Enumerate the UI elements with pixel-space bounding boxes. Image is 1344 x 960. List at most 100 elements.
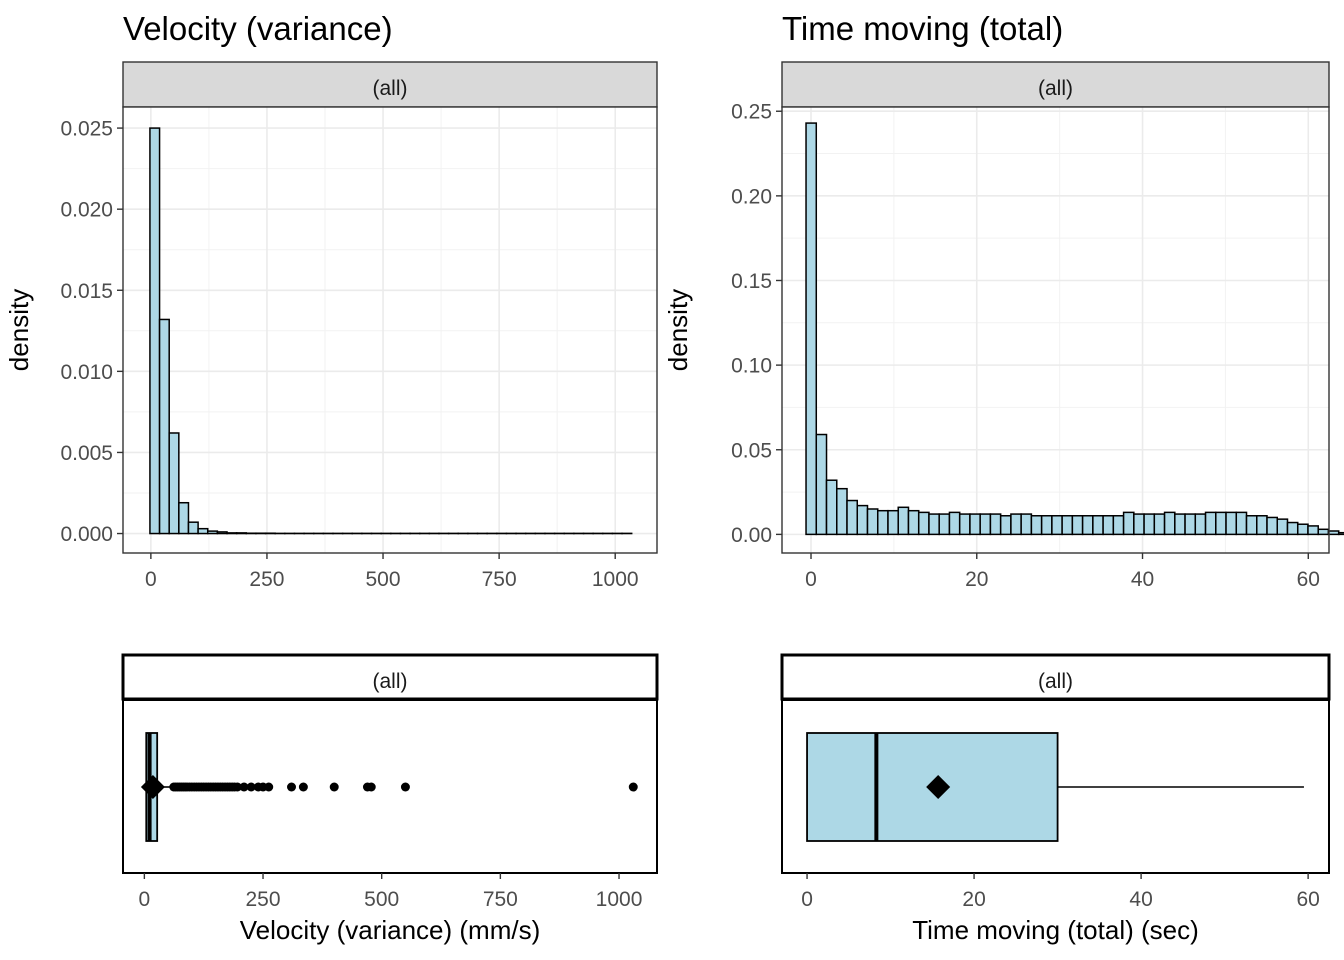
y-tick-label: 0.05 bbox=[731, 439, 772, 462]
outlier-point bbox=[239, 782, 249, 792]
histogram-bar bbox=[876, 509, 889, 536]
outlier-point bbox=[329, 782, 339, 792]
x-tick-label: 0 bbox=[801, 888, 813, 911]
histogram-bar bbox=[866, 508, 879, 536]
y-tick-label: 0.005 bbox=[60, 442, 113, 465]
x-tick-label: 0 bbox=[145, 568, 157, 591]
histogram-bar bbox=[216, 531, 228, 535]
histogram-bar bbox=[805, 122, 818, 536]
histogram-bar bbox=[999, 515, 1012, 536]
y-tick-label: 0.020 bbox=[60, 199, 113, 222]
histogram-bar bbox=[1040, 515, 1053, 536]
velocity-panel-title: Velocity (variance) bbox=[123, 10, 393, 47]
y-tick-label: 0.10 bbox=[731, 355, 772, 378]
y-tick-label: 0.25 bbox=[731, 101, 772, 124]
histogram-bar bbox=[1204, 511, 1217, 536]
histogram-bar bbox=[1174, 513, 1186, 536]
histogram-bar bbox=[1215, 511, 1227, 536]
histogram-bar bbox=[917, 511, 930, 536]
x-tick-label: 1000 bbox=[592, 568, 639, 591]
y-tick-label: 0.015 bbox=[60, 280, 113, 303]
panel-border bbox=[122, 106, 658, 554]
histogram-bar bbox=[1122, 511, 1135, 536]
time-panel-title: Time moving (total) bbox=[782, 10, 1064, 47]
y-tick-label: 0.00 bbox=[731, 524, 772, 547]
histogram-bar bbox=[1184, 513, 1197, 536]
histogram-bar bbox=[187, 521, 199, 535]
histogram-bar bbox=[1071, 515, 1084, 536]
histogram-bar bbox=[948, 511, 961, 536]
plot-panel bbox=[123, 107, 657, 553]
x-tick-label: 20 bbox=[962, 888, 985, 911]
histogram-bar bbox=[1143, 513, 1156, 536]
x-tick-label: 750 bbox=[483, 888, 518, 911]
y-tick-label: 0.010 bbox=[60, 361, 113, 384]
outlier-point bbox=[287, 782, 297, 792]
outlier-point bbox=[400, 782, 410, 792]
histogram-bar bbox=[206, 530, 219, 535]
x-tick-label: 40 bbox=[1131, 568, 1154, 591]
x-tick-label: 500 bbox=[364, 888, 399, 911]
histogram-bar bbox=[1317, 528, 1330, 536]
y-axis-label: density bbox=[4, 289, 34, 371]
histogram-bar bbox=[846, 499, 859, 536]
x-tick-label: 500 bbox=[366, 568, 401, 591]
histogram-bar bbox=[226, 532, 238, 535]
histogram-bar bbox=[928, 513, 940, 536]
histogram-bar bbox=[1153, 513, 1166, 536]
y-tick-label: 0.000 bbox=[60, 523, 113, 546]
histogram-bar bbox=[897, 506, 910, 536]
facet-strip-label: (all) bbox=[1038, 77, 1073, 100]
histogram-bar bbox=[1010, 513, 1022, 536]
histogram-bar bbox=[979, 513, 992, 536]
histogram-bar bbox=[1194, 513, 1207, 536]
histogram-bar bbox=[158, 318, 170, 535]
y-tick-label: 0.20 bbox=[731, 185, 772, 208]
histogram-bar bbox=[1061, 515, 1074, 536]
facet-strip-label: (all) bbox=[373, 670, 408, 693]
histogram-bar bbox=[1337, 531, 1344, 536]
histogram-bar bbox=[1266, 516, 1279, 536]
outlier-point bbox=[298, 782, 308, 792]
outlier-point bbox=[246, 782, 256, 792]
histogram-bar bbox=[856, 504, 869, 536]
histogram-bar bbox=[149, 127, 161, 535]
histogram-bar bbox=[815, 433, 828, 536]
x-tick-label: 0 bbox=[805, 568, 817, 591]
x-tick-label: 40 bbox=[1129, 888, 1152, 911]
outlier-point bbox=[264, 782, 274, 792]
histogram-bar bbox=[1245, 515, 1258, 536]
facet-strip bbox=[121, 653, 659, 701]
x-axis-label: Time moving (total) (sec) bbox=[912, 915, 1199, 945]
histogram-bar bbox=[938, 513, 951, 536]
histogram-bar bbox=[1286, 521, 1299, 536]
plot-panel bbox=[782, 107, 1329, 553]
histogram-bar bbox=[1102, 515, 1115, 536]
histogram-bar bbox=[1051, 515, 1063, 536]
histogram-bar bbox=[1327, 530, 1340, 536]
outlier-point bbox=[232, 782, 242, 792]
x-tick-label: 0 bbox=[139, 888, 151, 911]
mean-marker bbox=[140, 775, 165, 799]
x-axis-label: Velocity (variance) (mm/s) bbox=[240, 915, 541, 945]
histogram-bar bbox=[969, 513, 981, 536]
histogram-bar bbox=[1276, 518, 1289, 536]
histogram-bar bbox=[178, 501, 190, 535]
histogram-bar bbox=[1235, 511, 1248, 536]
histogram-bar bbox=[1256, 515, 1268, 536]
histogram-bar bbox=[1092, 515, 1104, 536]
histogram-bar bbox=[235, 532, 248, 535]
x-tick-label: 250 bbox=[246, 888, 281, 911]
histogram-bar bbox=[1030, 515, 1043, 536]
histogram-bar bbox=[168, 432, 180, 535]
x-tick-label: 60 bbox=[1296, 888, 1319, 911]
histogram-bar bbox=[1133, 513, 1145, 536]
facet-strip-label: (all) bbox=[1038, 670, 1073, 693]
y-axis-label: density bbox=[663, 289, 693, 371]
histogram-bar bbox=[887, 509, 899, 536]
histogram-bar bbox=[1307, 525, 1319, 536]
histogram-bar bbox=[1081, 515, 1094, 536]
facet-strip-label: (all) bbox=[373, 77, 408, 100]
outlier-point bbox=[628, 782, 638, 792]
